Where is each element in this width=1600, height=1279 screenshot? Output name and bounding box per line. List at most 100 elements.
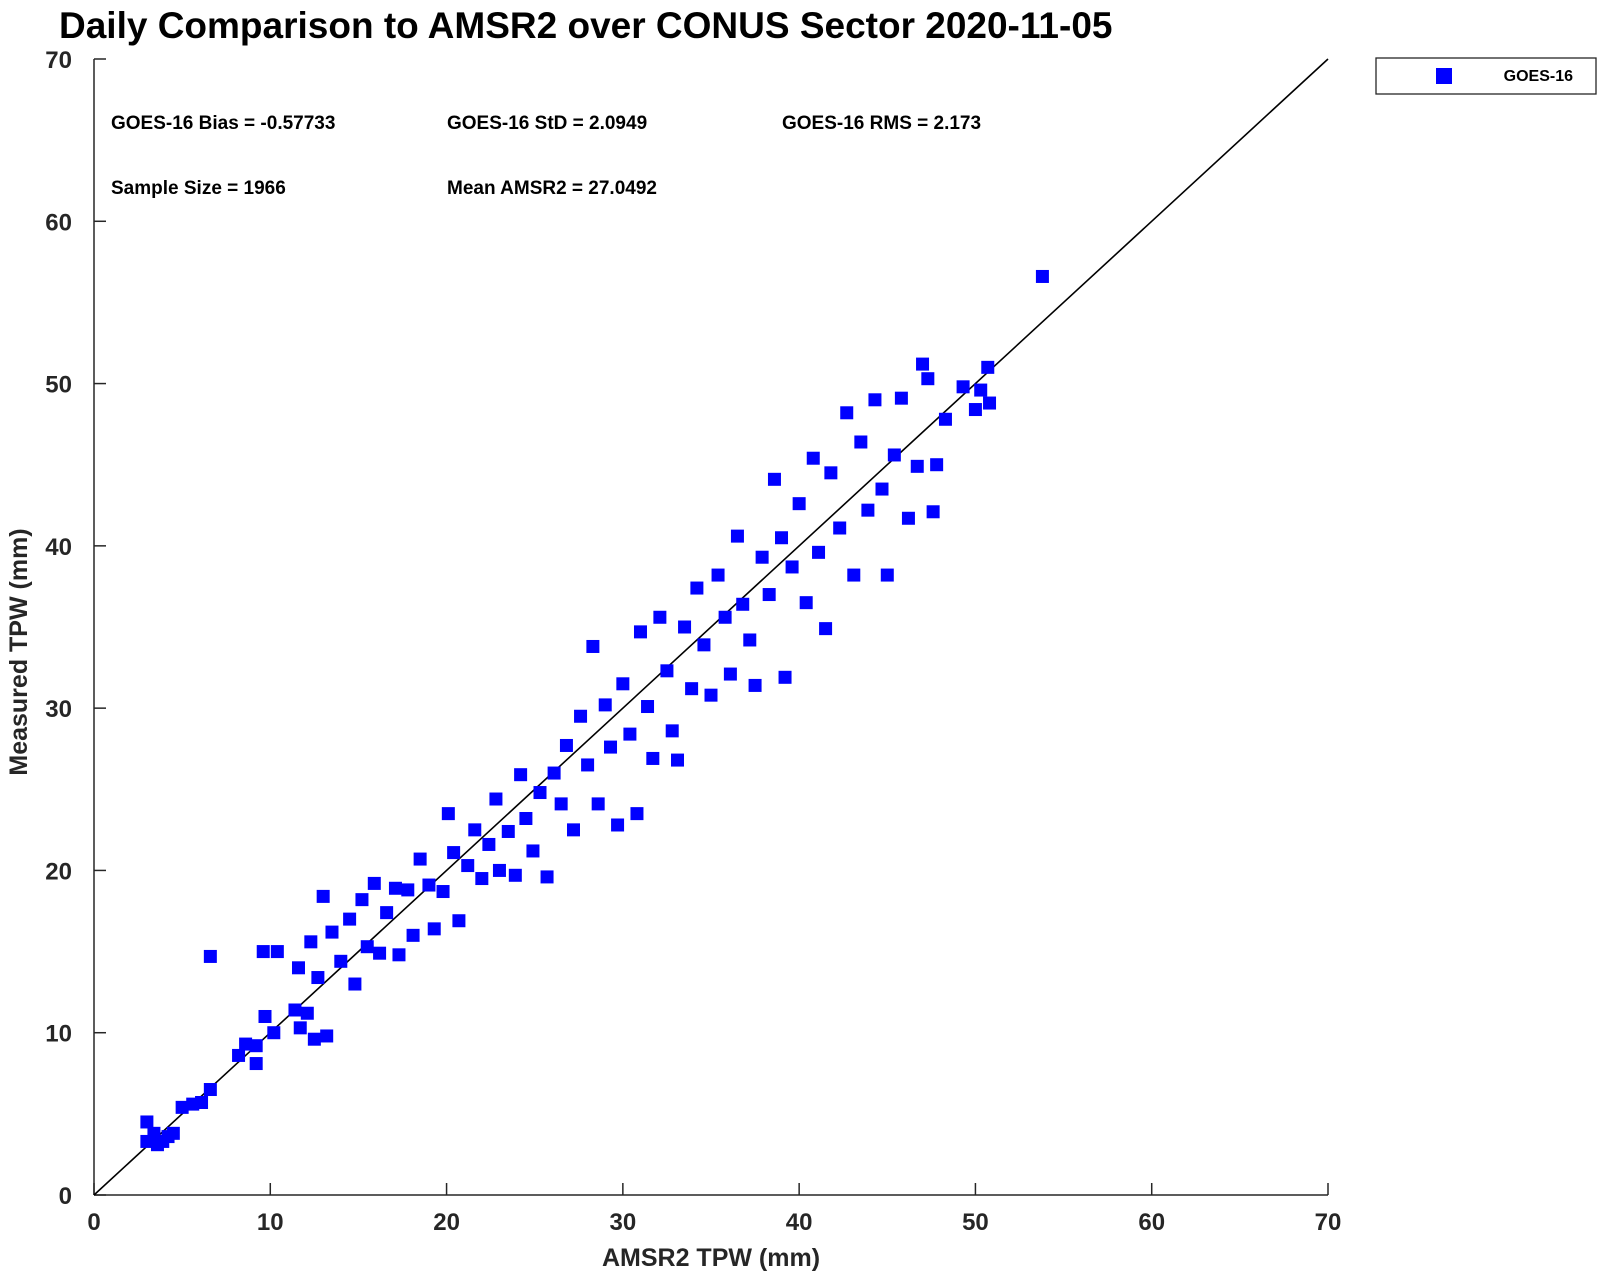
data-point xyxy=(926,505,940,519)
y-tick-label: 10 xyxy=(45,1021,72,1048)
data-point xyxy=(461,859,475,873)
data-point xyxy=(685,682,699,696)
stats-block: GOES-16 Bias = -0.57733 GOES-16 StD = 2.… xyxy=(111,113,981,199)
y-tick-label: 30 xyxy=(45,696,72,723)
data-point xyxy=(140,1115,154,1129)
data-point xyxy=(755,550,769,564)
data-point xyxy=(591,797,605,811)
data-point xyxy=(806,451,820,465)
y-tick-label: 40 xyxy=(45,534,72,561)
data-point xyxy=(641,700,655,714)
data-point xyxy=(355,893,369,907)
data-point xyxy=(868,393,882,407)
data-point xyxy=(983,396,997,410)
data-point xyxy=(762,588,776,602)
data-point xyxy=(581,758,595,772)
data-point xyxy=(778,670,792,684)
y-tick-label: 50 xyxy=(45,372,72,399)
data-point xyxy=(665,724,679,738)
data-point xyxy=(291,961,305,975)
stat-rms: GOES-16 RMS = 2.173 xyxy=(782,113,981,134)
data-point xyxy=(360,940,374,954)
data-point xyxy=(660,664,674,678)
x-tick-label: 0 xyxy=(87,1209,100,1236)
stat-sample-size: Sample Size = 1966 xyxy=(111,178,286,199)
data-point xyxy=(718,610,732,624)
legend-marker xyxy=(1436,68,1452,84)
data-point xyxy=(348,977,362,991)
data-point xyxy=(489,792,503,806)
y-tick-label: 70 xyxy=(45,47,72,74)
data-point xyxy=(195,1095,209,1109)
data-point xyxy=(697,638,711,652)
data-point xyxy=(554,797,568,811)
data-point xyxy=(559,738,573,752)
axes xyxy=(93,59,1328,1196)
data-point xyxy=(854,435,868,449)
data-point xyxy=(671,753,685,767)
x-tick-label: 30 xyxy=(610,1209,637,1236)
data-point xyxy=(653,610,667,624)
data-point xyxy=(704,688,718,702)
data-point xyxy=(203,1083,217,1097)
data-point xyxy=(320,1029,334,1043)
data-point xyxy=(293,1021,307,1035)
data-point xyxy=(427,922,441,936)
data-point xyxy=(533,786,547,800)
data-point xyxy=(646,751,660,765)
data-point xyxy=(921,372,935,386)
legend: GOES-16 xyxy=(1375,57,1597,95)
chart-title: Daily Comparison to AMSR2 over CONUS Sec… xyxy=(59,5,1112,46)
data-point xyxy=(736,597,750,611)
data-point xyxy=(901,511,915,525)
data-point xyxy=(547,766,561,780)
data-point xyxy=(974,383,988,397)
data-point xyxy=(678,620,692,634)
data-point xyxy=(436,885,450,899)
identity-line-layer xyxy=(93,58,1329,1196)
data-point xyxy=(300,1006,314,1020)
data-point xyxy=(880,568,894,582)
data-point xyxy=(981,360,995,374)
data-point xyxy=(256,945,270,959)
x-tick-label: 40 xyxy=(786,1209,813,1236)
data-point xyxy=(730,529,744,543)
stat-bias: GOES-16 Bias = -0.57733 xyxy=(111,113,335,134)
data-point xyxy=(611,818,625,832)
stat-std: GOES-16 StD = 2.0949 xyxy=(447,113,647,134)
data-point xyxy=(566,823,580,837)
data-point xyxy=(930,458,944,472)
data-point xyxy=(847,568,861,582)
data-point xyxy=(633,625,647,639)
data-point xyxy=(413,852,427,866)
data-point xyxy=(623,727,637,741)
data-point xyxy=(861,503,875,517)
identity-line xyxy=(93,58,1329,1196)
data-point xyxy=(325,925,339,939)
data-point xyxy=(270,945,284,959)
data-point xyxy=(304,935,318,949)
data-point xyxy=(508,868,522,882)
data-point xyxy=(574,709,588,723)
data-point xyxy=(887,448,901,462)
y-tick-label: 60 xyxy=(45,209,72,236)
data-point xyxy=(422,878,436,892)
data-point xyxy=(526,844,540,858)
data-point xyxy=(819,622,833,636)
data-point xyxy=(482,837,496,851)
data-point xyxy=(743,633,757,647)
data-point xyxy=(249,1039,263,1053)
data-point xyxy=(267,1026,281,1040)
data-point xyxy=(840,406,854,420)
data-point xyxy=(1035,269,1049,283)
legend-box xyxy=(1375,57,1597,95)
data-point xyxy=(894,391,908,405)
x-tick-label: 70 xyxy=(1315,1209,1342,1236)
data-point xyxy=(388,881,402,895)
data-point xyxy=(785,560,799,574)
data-point xyxy=(380,906,394,920)
points-group xyxy=(140,269,1049,1152)
data-point xyxy=(775,531,789,545)
data-point xyxy=(203,949,217,963)
